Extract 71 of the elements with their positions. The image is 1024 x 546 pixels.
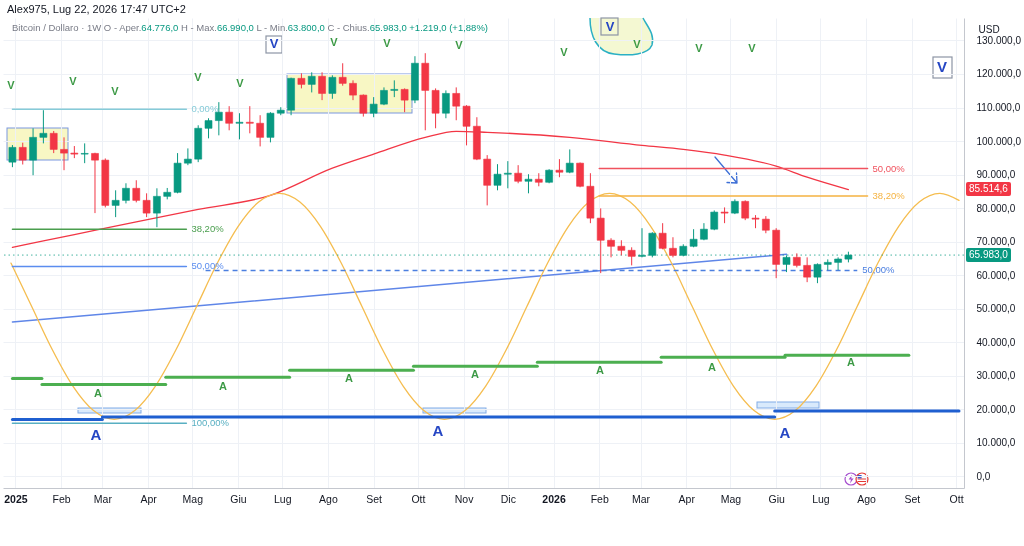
annotation: V [605, 19, 615, 34]
y-tick-label: 10.000,0 [976, 437, 1016, 449]
annotation: A [432, 422, 444, 439]
annotation: V [69, 75, 78, 87]
ref-line-label: 65.983,0 [966, 248, 1011, 263]
x-tick-label: Set [904, 492, 921, 505]
annotation: V [748, 42, 757, 54]
x-tick-label: Giu [768, 492, 785, 505]
y-tick-label: 50.000,0 [976, 303, 1016, 315]
annotation: A [471, 368, 480, 380]
annotation: V [383, 37, 392, 49]
annotation: A [847, 356, 856, 368]
x-tick-label: Giu [230, 492, 247, 505]
x-tick-label: Ago [319, 492, 338, 505]
annotation: 100,00% [191, 417, 230, 429]
x-tick-label: Set [366, 492, 383, 505]
x-tick-label: Ott [949, 492, 964, 505]
x-tick-label: Apr [140, 492, 158, 505]
annotation: V [7, 79, 16, 91]
x-tick-label: Ott [411, 492, 426, 505]
y-tick-label: 90.000,0 [976, 169, 1016, 181]
annotation: A [94, 387, 103, 399]
x-tick-label: Apr [678, 492, 696, 505]
x-tick-label: Lug [812, 492, 830, 505]
x-tick-label: 2026 [542, 492, 566, 505]
y-tick-label: 0,0 [976, 470, 991, 482]
y-tick-label: 120.000,0 [976, 68, 1022, 80]
y-tick-label: 110.000,0 [976, 102, 1021, 114]
annotation: A [779, 424, 791, 441]
annotation: V [455, 39, 464, 51]
x-tick-label: Ago [857, 492, 877, 505]
y-tick-label: 70.000,0 [976, 236, 1016, 248]
annotation: V [236, 77, 245, 89]
chart-title: Alex975, Lug 22, 2026 17:47 UTC+2 [7, 3, 186, 15]
x-tick-label: Feb [590, 492, 609, 505]
annotation: V [330, 36, 339, 48]
annotation: V [633, 38, 642, 50]
y-tick-label: 20.000,0 [976, 403, 1016, 415]
annotation: 38,20% [872, 190, 906, 202]
annotation: 50,00% [872, 162, 906, 174]
annotation: V [936, 58, 948, 75]
y-tick-label: 30.000,0 [976, 370, 1016, 382]
annotation: V [111, 85, 120, 97]
text: 85.514,6 [966, 182, 1011, 196]
annotation: 0,00% [191, 103, 219, 115]
x-tick-label: Feb [52, 492, 71, 505]
annotation: A [219, 380, 228, 392]
y-axis-title: USD [978, 23, 1000, 35]
x-tick-label: Mar [631, 492, 651, 505]
x-tick-label: 2025 [4, 492, 28, 505]
annotation: A [708, 361, 717, 373]
y-tick-label: 40.000,0 [976, 336, 1016, 348]
y-tick-label: 130.000,0 [976, 34, 1022, 46]
x-tick-label: Lug [273, 492, 292, 505]
x-tick-label: Mag [720, 492, 742, 505]
annotation: V [560, 46, 569, 58]
text: Bitcoin / Dollaro · 1W O - Aper.64.776,0 H - Max.66.990,0 L - Min.63.800,0 C - Chius.65.983,0 +1.219,0 (+1,88%) [12, 22, 489, 33]
y-tick-label: 100.000,0 [976, 135, 1022, 147]
annotation: A [596, 364, 605, 376]
annotation: V [269, 36, 279, 51]
y-tick-label: 60.000,0 [976, 269, 1016, 281]
annotation: V [194, 71, 203, 83]
x-tick-label: Nov [454, 492, 475, 505]
annotation: 38,20% [191, 223, 225, 235]
annotation: A [345, 372, 354, 384]
annotation: A [90, 426, 102, 443]
x-tick-label: Dic [500, 492, 516, 505]
y-tick-label: 80.000,0 [976, 202, 1016, 214]
x-tick-label: Mag [182, 492, 204, 505]
x-tick-label: Mar [93, 492, 113, 505]
annotation: V [695, 42, 704, 54]
